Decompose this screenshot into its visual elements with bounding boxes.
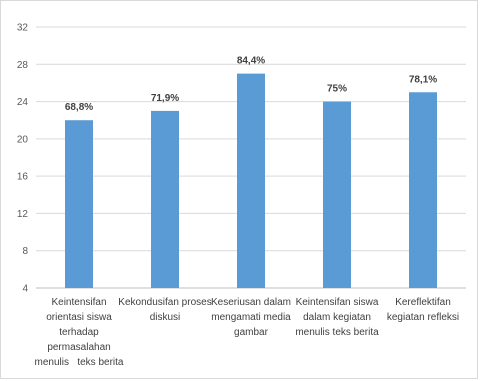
category-label: diskusi [150, 312, 181, 323]
category-label: Keintensifan siswa [296, 297, 379, 308]
category-label: Kereflektifan [395, 297, 451, 308]
bar [409, 92, 437, 288]
data-label: 75% [327, 84, 347, 95]
y-tick-label: 24 [17, 97, 29, 108]
y-tick-label: 8 [22, 246, 28, 257]
category-label: dalam kegiatan [303, 312, 371, 323]
category-label: Keseriusan dalam [211, 297, 291, 308]
data-label: 78,1% [409, 74, 437, 85]
category-label: menulis teks berita [35, 357, 124, 368]
data-label: 71,9% [151, 93, 179, 104]
category-label: Kekondusifan proses [118, 297, 211, 308]
category-label: mengamati media [211, 312, 291, 323]
y-tick-label: 32 [17, 23, 29, 34]
bar [237, 74, 265, 288]
y-tick-label: 12 [17, 209, 29, 220]
data-label: 84,4% [237, 56, 265, 67]
y-tick-label: 20 [17, 134, 29, 145]
category-label: orientasi siswa [46, 312, 112, 323]
bar [323, 102, 351, 288]
data-label: 68,8% [65, 102, 93, 113]
category-label: gambar [234, 327, 269, 338]
y-tick-label: 4 [22, 284, 28, 295]
category-label: kegiatan refleksi [387, 312, 459, 323]
category-label: terhadap [59, 327, 99, 338]
category-label: permasalahan [47, 342, 110, 353]
y-tick-label: 16 [17, 172, 29, 183]
category-label: Keintensifan [51, 297, 106, 308]
bar [65, 120, 93, 288]
bar [151, 111, 179, 288]
category-label: menulis teks berita [295, 327, 379, 338]
y-tick-label: 28 [17, 60, 29, 71]
